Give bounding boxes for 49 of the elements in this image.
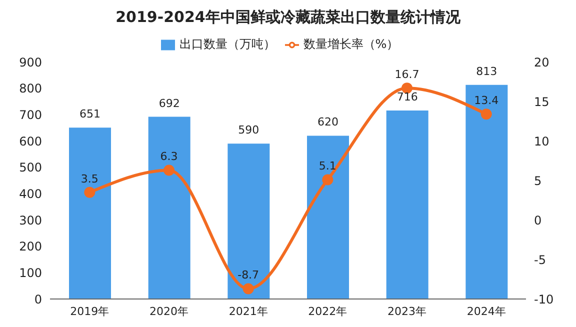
y-tick-label: 100 [19,266,42,280]
y-tick-label: 700 [19,108,42,122]
x-tick-label: 2019年 [70,304,110,318]
data-label: 5.1 [318,160,336,173]
data-label: 813 [476,64,498,78]
bar [386,110,428,299]
point [84,186,96,198]
bar [148,116,190,299]
y2-tick-label: 20 [534,55,550,70]
y2-tick-label: 5 [534,174,542,188]
x-tick-label: 2024年 [466,304,506,318]
point [242,283,254,294]
x-tick-label: 2021年 [228,304,268,318]
data-label: 16.7 [394,68,420,82]
y-tick-label: 0 [34,292,42,306]
bar [69,128,111,299]
data-label: -8.7 [238,268,260,282]
bar [307,136,349,299]
data-label: 651 [80,108,100,121]
y2-tick-label: -10 [534,292,554,306]
y-tick-label: 600 [19,134,42,148]
y2-tick-label: -5 [534,252,546,267]
point [480,108,492,120]
chart-title: 2019-2024年中国鲜或冷藏蔬菜出口数量统计情况 [114,8,462,28]
y-tick-label: 300 [19,213,42,228]
y-tick-label: 400 [19,186,42,201]
bar [466,84,508,299]
x-tick-label: 2022年 [308,304,348,318]
data-label: 6.3 [160,150,178,164]
legend-label: 出口数量（万吨） [179,37,276,51]
data-label: 590 [238,124,260,137]
data-label: 692 [158,96,180,110]
y-tick-label: 800 [19,82,42,96]
y-tick-label: 500 [19,160,42,175]
y2-tick-label: 15 [534,94,550,109]
point [164,164,174,176]
data-label: 13.4 [474,94,499,108]
y-tick-label: 200 [19,240,42,254]
data-label: 716 [396,90,418,104]
data-label: 3.5 [80,172,98,186]
x-tick-label: 2020年 [150,304,188,318]
x-tick-label: 2023年 [388,304,426,318]
y-tick-label: 900 [19,55,42,70]
y2-tick-label: 0 [534,213,542,228]
data-label: 620 [318,116,338,129]
y2-tick-label: 10 [534,134,550,148]
legend-label: 数量增长率（%） [303,37,399,51]
bar [228,144,270,299]
point [322,174,334,186]
